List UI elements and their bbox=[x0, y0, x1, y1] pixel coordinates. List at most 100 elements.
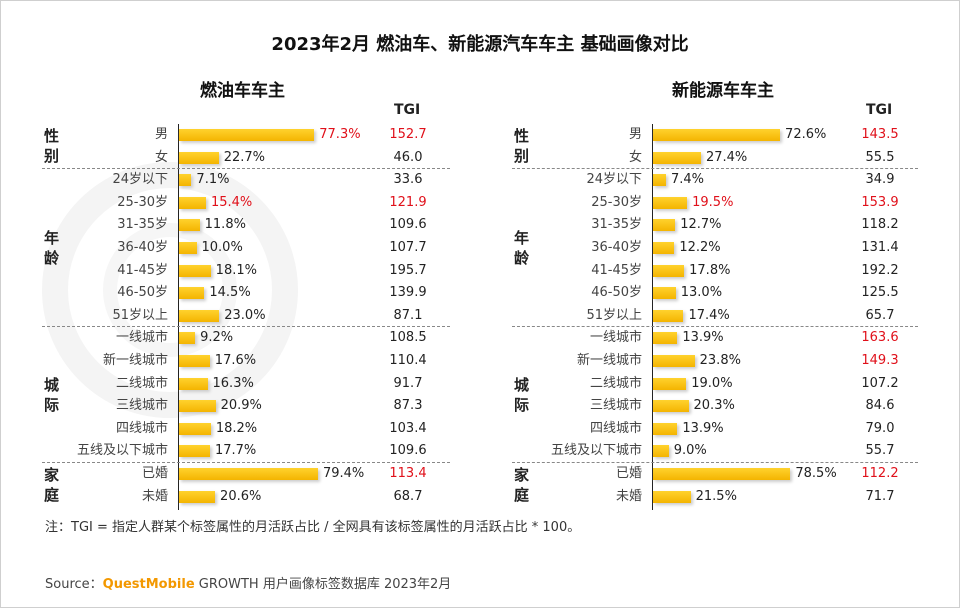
bar bbox=[653, 377, 687, 390]
tgi-value: 65.7 bbox=[865, 307, 895, 323]
panel-title: 新能源车车主 bbox=[672, 81, 774, 101]
panel-fuel: 燃油车车主 TGI 男 77.3% 152.7 女 22.7% 46.0 24岁以下 7.1% 33… bbox=[0, 0, 470, 520]
bar bbox=[179, 422, 211, 435]
category-label: 一线城市 bbox=[589, 330, 642, 346]
category-label: 女 bbox=[628, 149, 642, 165]
source: Source：QuestMobile GROWTH 用户画像标签数据库 2023… bbox=[45, 573, 451, 592]
value-label: 17.8% bbox=[689, 262, 731, 278]
bar bbox=[179, 400, 216, 413]
tgi-value: 33.6 bbox=[393, 172, 423, 188]
category-label: 36-40岁 bbox=[591, 240, 642, 255]
value-label: 23.0% bbox=[224, 307, 266, 323]
value-label: 72.6% bbox=[785, 127, 827, 142]
group-label: 年龄 bbox=[44, 229, 60, 267]
tgi-value: 91.7 bbox=[393, 375, 423, 391]
bar bbox=[653, 490, 691, 503]
category-label: 三线城市 bbox=[589, 398, 642, 414]
bar bbox=[653, 309, 684, 322]
value-label: 9.2% bbox=[200, 330, 234, 346]
tgi-value: 152.7 bbox=[389, 127, 427, 142]
tgi-value: 153.9 bbox=[861, 194, 899, 210]
bar bbox=[179, 219, 200, 232]
category-label: 男 bbox=[154, 127, 168, 142]
tgi-value: 131.4 bbox=[861, 240, 899, 255]
bar bbox=[179, 264, 211, 277]
value-label: 9.0% bbox=[673, 443, 707, 459]
bar bbox=[179, 355, 210, 367]
bar bbox=[179, 332, 196, 345]
category-label: 25-30岁 bbox=[591, 194, 642, 210]
tgi-value: 125.5 bbox=[861, 285, 899, 301]
axis-line bbox=[178, 124, 179, 510]
divider bbox=[42, 462, 450, 463]
tgi-value: 195.7 bbox=[389, 262, 427, 278]
tgi-value: 108.5 bbox=[389, 330, 427, 346]
tgi-value: 192.2 bbox=[861, 262, 899, 278]
bar bbox=[653, 355, 695, 367]
value-label: 20.6% bbox=[220, 488, 262, 504]
category-label: 31-35岁 bbox=[591, 217, 642, 233]
bar bbox=[653, 196, 688, 209]
value-label: 7.1% bbox=[196, 172, 230, 188]
divider bbox=[512, 326, 918, 328]
value-label: 18.1% bbox=[215, 262, 257, 278]
value-label: 18.2% bbox=[215, 420, 258, 436]
bar bbox=[653, 445, 669, 458]
tgi-value: 107.2 bbox=[861, 375, 899, 391]
category-label: 41-45岁 bbox=[591, 262, 642, 278]
value-label: 20.3% bbox=[693, 398, 735, 414]
category-label: 五线及以下城市 bbox=[76, 443, 168, 459]
tgi-value: 68.7 bbox=[393, 488, 423, 504]
tgi-header: TGI bbox=[866, 102, 893, 118]
category-label: 已婚 bbox=[141, 466, 168, 481]
category-label: 51岁以上 bbox=[586, 307, 642, 323]
tgi-value: 118.2 bbox=[861, 217, 899, 233]
bar bbox=[653, 287, 676, 300]
bar bbox=[653, 422, 678, 435]
category-label: 三线城市 bbox=[115, 398, 168, 414]
axis-line bbox=[652, 124, 653, 510]
tgi-header: TGI bbox=[394, 102, 421, 118]
group-label: 家庭 bbox=[44, 466, 60, 505]
value-label: 13.9% bbox=[682, 420, 724, 436]
divider bbox=[42, 168, 450, 170]
tgi-value: 84.6 bbox=[865, 398, 895, 414]
value-label: 17.7% bbox=[214, 443, 257, 459]
bar bbox=[179, 129, 315, 141]
category-label: 新一线城市 bbox=[102, 353, 168, 368]
tgi-value: 110.4 bbox=[389, 353, 427, 368]
bar bbox=[653, 174, 666, 187]
bar bbox=[179, 174, 192, 187]
bar bbox=[179, 151, 219, 164]
source-prefix: Source： bbox=[45, 577, 103, 592]
bar bbox=[653, 468, 791, 480]
tgi-value: 163.6 bbox=[861, 330, 899, 346]
value-label: 14.5% bbox=[209, 285, 251, 301]
tgi-value: 109.6 bbox=[389, 443, 427, 459]
category-label: 24岁以下 bbox=[112, 172, 168, 188]
bar bbox=[653, 129, 781, 141]
tgi-value: 55.5 bbox=[865, 149, 895, 165]
category-label: 一线城市 bbox=[115, 330, 168, 346]
category-label: 已婚 bbox=[615, 466, 642, 481]
divider bbox=[512, 168, 918, 170]
category-label: 四线城市 bbox=[115, 420, 168, 436]
value-label: 79.4% bbox=[322, 466, 365, 481]
group-label: 城际 bbox=[514, 375, 530, 414]
tgi-value: 113.4 bbox=[389, 466, 427, 481]
value-label: 17.6% bbox=[214, 353, 257, 368]
value-label: 19.0% bbox=[691, 375, 733, 391]
tgi-value: 87.1 bbox=[393, 307, 423, 323]
tgi-value: 112.2 bbox=[861, 466, 899, 481]
value-label: 19.5% bbox=[692, 194, 734, 210]
value-label: 13.0% bbox=[680, 285, 723, 301]
value-label: 20.9% bbox=[220, 398, 262, 414]
panel-nev: 新能源车车主 TGI 男 72.6% 143.5 女 27.4% 55.5 24岁以下 7.4% 3… bbox=[474, 0, 944, 520]
category-label: 未婚 bbox=[615, 488, 642, 504]
bar bbox=[653, 332, 678, 345]
panel-title: 燃油车车主 bbox=[200, 81, 285, 101]
category-label: 四线城市 bbox=[589, 420, 642, 436]
category-label: 二线城市 bbox=[115, 375, 168, 391]
group-label: 家庭 bbox=[514, 466, 530, 505]
bar bbox=[653, 242, 675, 254]
